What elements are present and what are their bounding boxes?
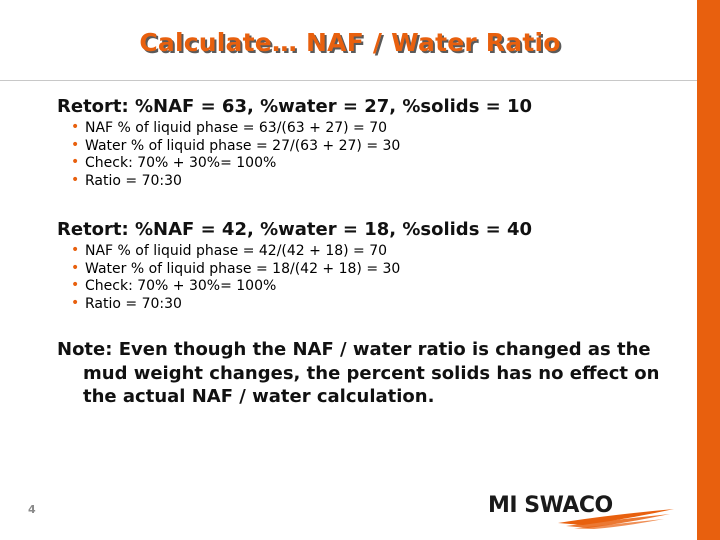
bullet-item: • Check: 70% + 30%= 100% [71, 154, 277, 171]
bullet-icon: • [71, 294, 80, 311]
slide-content: Retort: %NAF = 63, %water = 27, %solids … [57, 96, 687, 427]
side-accent-bar [697, 0, 720, 540]
bullet-icon: • [71, 277, 80, 293]
logo-wordmark: MI SWACO [488, 493, 613, 518]
bullet-icon: • [71, 154, 80, 170]
bullet-icon: • [71, 136, 80, 153]
note-text: Note: Even though the NAF / water ratio … [57, 339, 660, 407]
slide-title: Calculate… NAF / Water Ratio [139, 28, 561, 57]
bullet-icon: • [71, 119, 80, 135]
retort-heading-1: Retort: %NAF = 63, %water = 27, %solids … [57, 96, 533, 117]
bullet-item: • Water % of liquid phase = 27/(63 + 27) … [71, 136, 401, 154]
bullet-item: • Ratio = 70:30 [71, 171, 182, 189]
bullet-item: • NAF % of liquid phase = 63/(63 + 27) = … [71, 119, 388, 136]
bullet-list-1: • NAF % of liquid phase = 63/(63 + 27) = … [57, 119, 687, 190]
bullet-item: • Ratio = 70:30 [71, 294, 182, 312]
title-divider [0, 80, 697, 81]
bullet-icon: • [71, 242, 80, 258]
bullet-icon: • [71, 259, 80, 276]
retort-block-1: Retort: %NAF = 63, %water = 27, %solids … [57, 96, 687, 190]
mi-swaco-logo-swoosh-icon [558, 509, 674, 529]
bullet-icon: • [71, 171, 80, 188]
mi-swaco-logo: MI SWACO [488, 493, 678, 529]
page-number: 4 [28, 503, 36, 516]
bullet-item: • NAF % of liquid phase = 42/(42 + 18) = … [71, 242, 388, 259]
retort-block-2: Retort: %NAF = 42, %water = 18, %solids … [57, 219, 687, 313]
retort-heading-2: Retort: %NAF = 42, %water = 18, %solids … [57, 219, 533, 240]
bullet-item: • Check: 70% + 30%= 100% [71, 277, 277, 294]
bullet-item: • Water % of liquid phase = 18/(42 + 18) … [71, 259, 401, 277]
bullet-list-2: • NAF % of liquid phase = 42/(42 + 18) = … [57, 242, 687, 313]
